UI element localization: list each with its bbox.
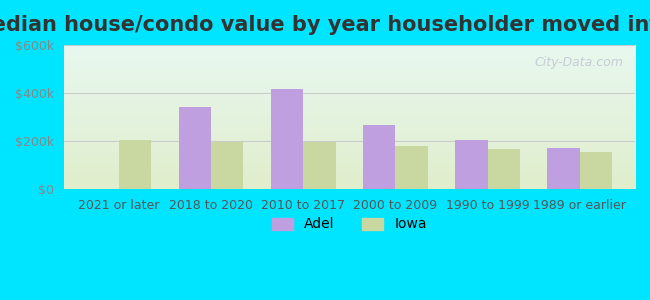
Bar (271, 89, 304, 189)
Bar (580, 152, 612, 189)
Legend: Adel, Iowa: Adel, Iowa (266, 212, 432, 237)
Bar (119, 140, 151, 189)
Bar (304, 142, 335, 189)
Bar (211, 142, 244, 189)
Title: Median house/condo value by year householder moved into unit: Median house/condo value by year househo… (0, 15, 650, 35)
Bar (363, 125, 395, 189)
Bar (488, 149, 520, 189)
Bar (395, 146, 428, 189)
Bar (179, 107, 211, 189)
Bar (547, 148, 580, 189)
Text: City-Data.com: City-Data.com (535, 56, 623, 69)
Bar (456, 140, 488, 189)
